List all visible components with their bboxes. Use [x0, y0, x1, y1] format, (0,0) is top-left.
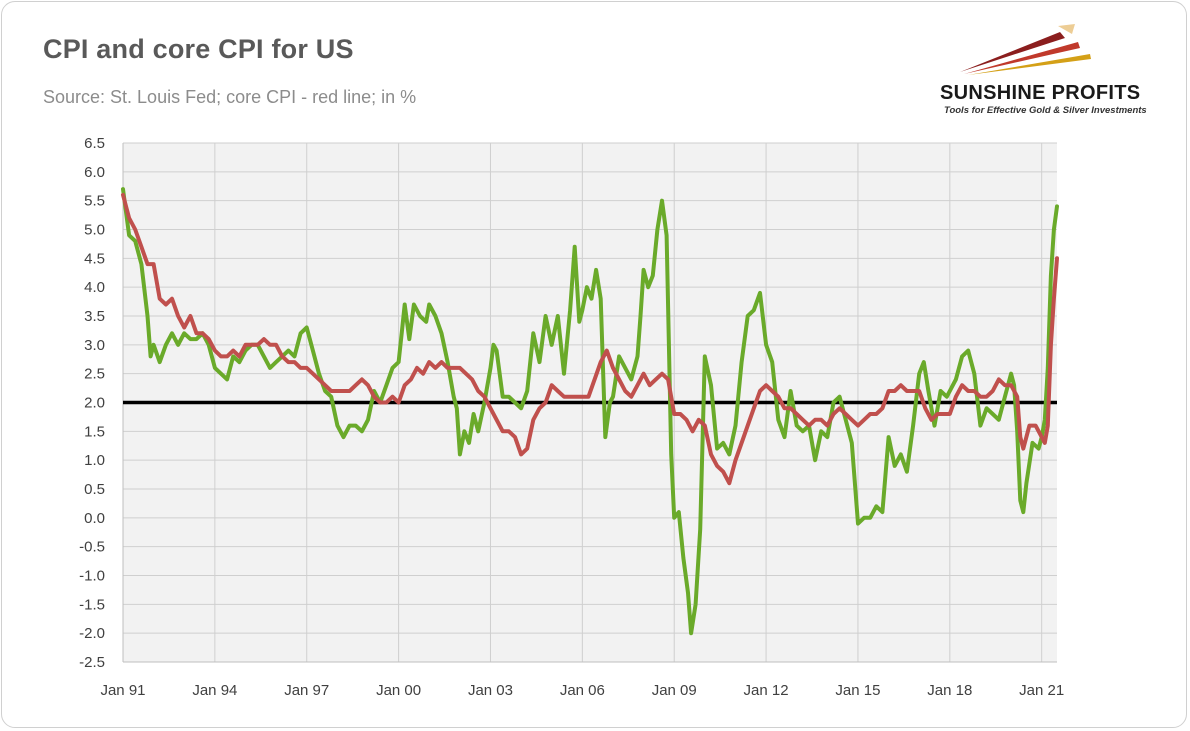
- y-tick-label: 3.5: [84, 308, 105, 325]
- x-tick-label: Jan 94: [192, 682, 237, 699]
- x-tick-label: Jan 97: [284, 682, 329, 699]
- y-tick-label: 5.5: [84, 193, 105, 210]
- x-tick-label: Jan 15: [835, 682, 880, 699]
- logo-name-a: SUNSHINE: [940, 82, 1046, 104]
- core-cpi-series-line: [121, 192, 1059, 486]
- y-tick-label: -1.0: [79, 568, 105, 585]
- logo-tagline: Tools for Effective Gold & Silver Invest…: [944, 105, 1147, 116]
- y-tick-label: 6.0: [84, 164, 105, 181]
- y-tick-label: 4.5: [84, 250, 105, 267]
- sunshine-profits-logo: SUNSHINE PROFITS Tools for Effective Gol…: [930, 20, 1170, 120]
- x-tick-label: Jan 00: [376, 682, 421, 699]
- x-tick-label: Jan 21: [1019, 682, 1064, 699]
- y-tick-label: 0.0: [84, 510, 105, 527]
- cpi-series-line: [121, 187, 1059, 636]
- x-tick-label: Jan 18: [927, 682, 972, 699]
- y-tick-label: 4.0: [84, 279, 105, 296]
- y-tick-label: 2.0: [84, 395, 105, 412]
- y-tick-label: -2.0: [79, 625, 105, 642]
- y-tick-label: 6.5: [84, 135, 105, 152]
- logo-name: SUNSHINE PROFITS: [940, 82, 1140, 105]
- logo-name-b: PROFITS: [1045, 82, 1141, 104]
- chart-title: CPI and core CPI for US: [43, 34, 354, 64]
- x-tick-label: Jan 09: [652, 682, 697, 699]
- x-tick-label: Jan 06: [560, 682, 605, 699]
- y-tick-label: 0.5: [84, 481, 105, 498]
- x-axis-ticks: Jan 91 Jan 94 Jan 97 Jan 00 Jan 03 Jan 06 Jan …: [100, 682, 1064, 699]
- chart-subtitle: Source: St. Louis Fed; core CPI - red li…: [43, 87, 417, 107]
- logo-rays-icon: [960, 24, 1091, 75]
- y-tick-label: -0.5: [79, 539, 105, 556]
- y-tick-label: -1.5: [79, 596, 105, 613]
- y-tick-label: 3.0: [84, 337, 105, 354]
- x-tick-label: Jan 03: [468, 682, 513, 699]
- y-axis-ticks: 6.5 6.0 5.5 5.0 4.5 4.0 3.5 3.0 2.5 2.0 1.5 1.0 0.5 0…: [79, 135, 105, 671]
- y-tick-label: 5.0: [84, 222, 105, 239]
- y-tick-label: -2.5: [79, 654, 105, 671]
- series-lines: [121, 187, 1059, 636]
- x-tick-label: Jan 91: [100, 682, 145, 699]
- y-tick-label: 1.5: [84, 423, 105, 440]
- y-tick-label: 2.5: [84, 366, 105, 383]
- y-tick-label: 1.0: [84, 452, 105, 469]
- x-tick-label: Jan 12: [744, 682, 789, 699]
